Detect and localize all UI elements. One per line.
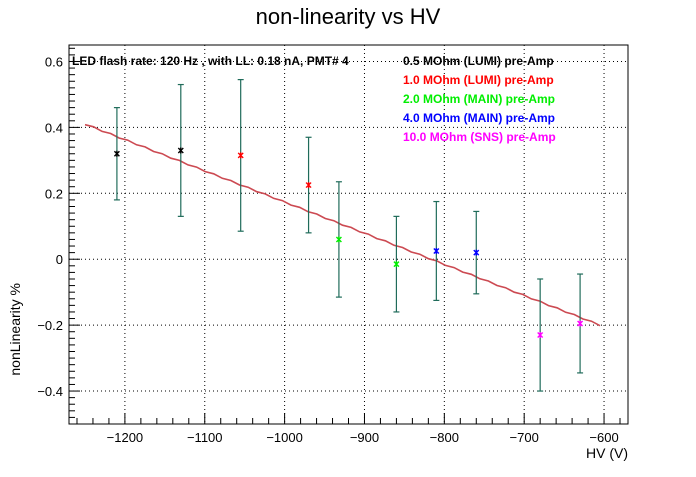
data-marker bbox=[433, 247, 440, 254]
legend: 0.5 MOhm (LUMI) pre-Amp 1.0 MOhm (LUMI) p… bbox=[403, 54, 556, 144]
fit-layer bbox=[84, 123, 601, 327]
data-point-4-0 bbox=[537, 278, 544, 392]
data-marker bbox=[335, 236, 342, 243]
data-point-0-1 bbox=[177, 83, 184, 217]
y-tick-label: 0.4 bbox=[45, 120, 63, 135]
data-point-2-1 bbox=[393, 215, 400, 313]
y-tick-label: −0.4 bbox=[37, 384, 63, 399]
run-conditions-annotation: LED flash rate: 120 Hz , with LL: 0.18 n… bbox=[72, 54, 349, 68]
data-marker bbox=[577, 320, 584, 327]
x-tick-label: −700 bbox=[510, 430, 539, 445]
y-tick-label: 0.6 bbox=[45, 54, 63, 69]
legend-entry-3: 4.0 MOhm (MAIN) pre-Amp bbox=[403, 111, 555, 125]
data-marker bbox=[113, 150, 120, 157]
x-tick-label: −600 bbox=[589, 430, 618, 445]
data-marker bbox=[393, 261, 400, 268]
y-tick-label: −0.2 bbox=[37, 318, 63, 333]
y-tick-label: 0.2 bbox=[45, 186, 63, 201]
data-marker bbox=[237, 152, 244, 159]
data-marker bbox=[537, 332, 544, 339]
data-point-3-1 bbox=[473, 210, 480, 295]
data-point-2-0 bbox=[335, 181, 342, 298]
y-axis-label: nonLinearity % bbox=[7, 283, 23, 376]
legend-entry-1: 1.0 MOhm (LUMI) pre-Amp bbox=[403, 73, 554, 87]
x-tick-label: −1200 bbox=[107, 430, 144, 445]
data-marker bbox=[473, 249, 480, 256]
chart-title: non-linearity vs HV bbox=[256, 4, 441, 29]
legend-entry-2: 2.0 MOhm (MAIN) pre-Amp bbox=[403, 92, 555, 106]
x-tick-label: −1000 bbox=[266, 430, 303, 445]
x-axis-label: HV (V) bbox=[586, 445, 628, 461]
x-tick-label: −900 bbox=[350, 430, 379, 445]
data-point-1-0 bbox=[237, 79, 244, 232]
data-point-0-0 bbox=[113, 107, 120, 201]
data-marker bbox=[177, 147, 184, 154]
data-point-4-1 bbox=[577, 273, 584, 374]
linear-fit-line bbox=[84, 123, 601, 327]
data-point-3-0 bbox=[433, 200, 440, 302]
axes-layer: −1200 −1100 −1000 −900 −800 −700 −600 −0.4 −0.2 0… bbox=[37, 44, 629, 445]
x-tick-label: −1100 bbox=[187, 430, 223, 445]
legend-entry-0: 0.5 MOhm (LUMI) pre-Amp bbox=[403, 54, 554, 68]
y-tick-label: 0 bbox=[56, 252, 63, 267]
data-layer bbox=[113, 79, 584, 392]
legend-entry-4: 10.0 MOhm (SNS) pre-Amp bbox=[403, 130, 556, 144]
x-tick-label: −800 bbox=[430, 430, 459, 445]
data-point-1-1 bbox=[305, 136, 312, 234]
data-marker bbox=[305, 182, 312, 189]
